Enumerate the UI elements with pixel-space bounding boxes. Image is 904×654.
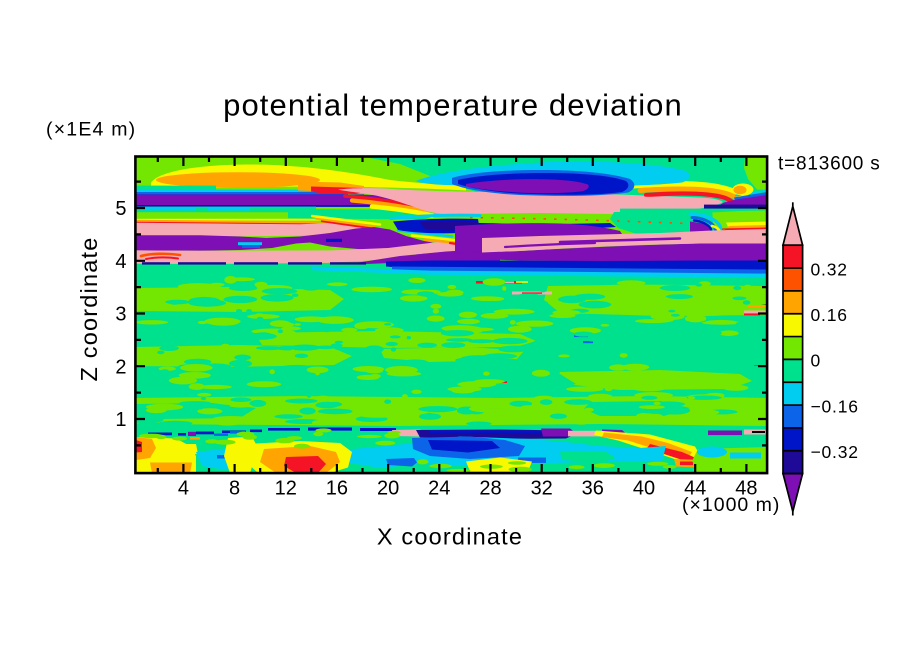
svg-text:4: 4: [178, 477, 189, 499]
svg-text:12: 12: [275, 477, 297, 499]
svg-text:(×1000 m): (×1000 m): [682, 494, 780, 516]
svg-text:−0.16: −0.16: [811, 396, 859, 416]
svg-text:0: 0: [811, 351, 822, 371]
svg-text:0.16: 0.16: [811, 305, 848, 325]
svg-text:3: 3: [115, 304, 126, 326]
svg-text:t=813600 s: t=813600 s: [778, 154, 881, 175]
svg-text:(×1E4 m): (×1E4 m): [46, 119, 136, 141]
svg-text:X coordinate: X coordinate: [377, 524, 523, 550]
svg-text:1: 1: [115, 409, 126, 431]
svg-text:28: 28: [479, 477, 501, 499]
svg-text:8: 8: [229, 477, 240, 499]
svg-text:Z coordinate: Z coordinate: [76, 236, 102, 381]
svg-text:4: 4: [115, 251, 126, 273]
svg-text:5: 5: [115, 198, 126, 220]
svg-text:40: 40: [633, 477, 655, 499]
svg-text:32: 32: [531, 477, 553, 499]
svg-text:2: 2: [115, 356, 126, 378]
svg-text:potential temperature deviatio: potential temperature deviation: [223, 88, 683, 123]
svg-text:16: 16: [326, 477, 348, 499]
svg-text:36: 36: [582, 477, 604, 499]
svg-text:20: 20: [377, 477, 399, 499]
svg-text:24: 24: [428, 477, 450, 499]
svg-text:0.32: 0.32: [811, 259, 848, 279]
svg-text:48: 48: [735, 477, 757, 499]
svg-text:44: 44: [684, 477, 706, 499]
svg-text:−0.32: −0.32: [811, 442, 859, 462]
